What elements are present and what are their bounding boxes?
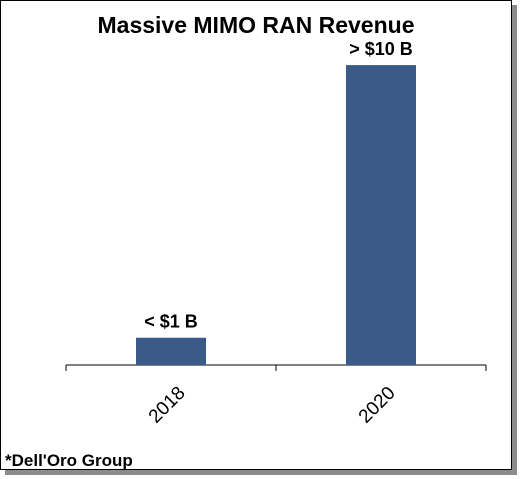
chart-frame — [0, 0, 512, 470]
source-note: *Dell'Oro Group — [5, 451, 133, 470]
x-tick-label-2020: 2020 — [355, 383, 400, 428]
bars — [136, 65, 416, 365]
chart-title: Massive MIMO RAN Revenue — [97, 12, 415, 38]
data-labels: < $1 B > $10 B — [144, 39, 413, 332]
bar-2020 — [346, 65, 416, 365]
x-axis-ticks — [65, 365, 487, 371]
data-label-2020: > $10 B — [349, 39, 413, 59]
data-label-2018: < $1 B — [144, 312, 198, 332]
x-tick-label-2018: 2018 — [145, 383, 190, 428]
bar-2018 — [136, 337, 206, 365]
x-tick-labels: 2018 2020 — [145, 383, 400, 428]
